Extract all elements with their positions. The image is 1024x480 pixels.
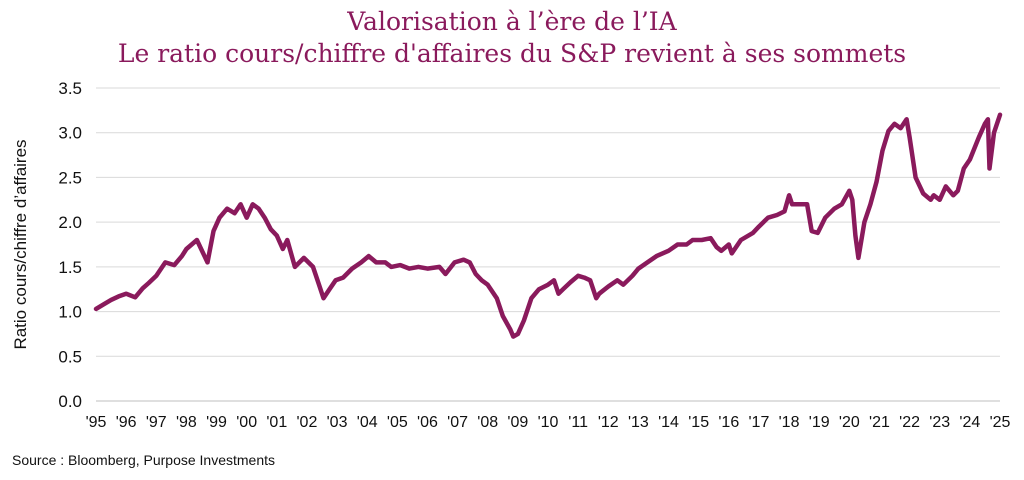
y-tick-label: 2.0 bbox=[58, 213, 82, 232]
chart-subtitle: Le ratio cours/chiffre d'affaires du S&P… bbox=[117, 39, 907, 68]
x-tick-label: '01 bbox=[266, 414, 287, 431]
y-tick-label: 1.5 bbox=[58, 258, 82, 277]
x-tick-label: '11 bbox=[568, 414, 588, 431]
x-tick-label: '18 bbox=[779, 414, 800, 431]
x-tick-label: '09 bbox=[507, 414, 528, 431]
x-tick-label: '04 bbox=[357, 414, 378, 431]
y-tick-label: 3.5 bbox=[58, 79, 82, 98]
x-tick-label: '24 bbox=[959, 414, 980, 431]
chart-title: Valorisation à l’ère de l’IA bbox=[347, 7, 677, 36]
x-tick-label: '96 bbox=[116, 414, 137, 431]
y-tick-label: 0.5 bbox=[58, 347, 82, 366]
x-tick-label: '20 bbox=[839, 414, 860, 431]
y-tick-label: 2.5 bbox=[58, 168, 82, 187]
x-tick-label: '12 bbox=[598, 414, 619, 431]
x-tick-label: '10 bbox=[538, 414, 559, 431]
x-tick-label: '97 bbox=[146, 414, 167, 431]
x-tick-label: '14 bbox=[658, 414, 679, 431]
x-tick-label: '17 bbox=[749, 414, 770, 431]
source-note: Source : Bloomberg, Purpose Investments bbox=[12, 452, 276, 468]
y-tick-label: 0.0 bbox=[58, 392, 82, 411]
gridlines bbox=[96, 87, 1000, 357]
x-tick-label: '02 bbox=[297, 414, 318, 431]
x-tick-label: '19 bbox=[809, 414, 830, 431]
x-tick-label: '06 bbox=[417, 414, 438, 431]
series-lines bbox=[93, 112, 1003, 339]
chart-title-block: Valorisation à l’ère de l’IA Le ratio co… bbox=[0, 6, 1024, 70]
x-tick-label: '13 bbox=[628, 414, 649, 431]
x-tick-label: '23 bbox=[929, 414, 950, 431]
x-tick-label: '95 bbox=[86, 414, 107, 431]
x-tick-label: '98 bbox=[176, 414, 197, 431]
y-tick-label: 1.0 bbox=[58, 303, 82, 322]
x-tick-label: '08 bbox=[477, 414, 498, 431]
x-tick-label: '15 bbox=[688, 414, 709, 431]
series-line bbox=[93, 112, 1003, 339]
x-tick-label: '03 bbox=[327, 414, 348, 431]
y-axis-label: Ratio cours/chiffre d’affaires bbox=[11, 139, 30, 349]
y-tick-label: 3.0 bbox=[58, 124, 82, 143]
x-tick-label: '00 bbox=[236, 414, 257, 431]
x-tick-label: '22 bbox=[899, 414, 920, 431]
x-tick-label: '16 bbox=[718, 414, 739, 431]
x-tick-label: '21 bbox=[869, 414, 890, 431]
x-tick-label: '05 bbox=[387, 414, 408, 431]
x-axis-ticks: '95 '96 '97 '98 '99 '00 '01 '02 '03 '04 '05 '06 '07 '… bbox=[86, 414, 1011, 431]
x-tick-label: '25 bbox=[990, 414, 1011, 431]
x-tick-label: '07 bbox=[447, 414, 468, 431]
y-axis-ticks: 0.0 0.5 1.0 1.5 2.0 2.5 3.0 3.5 bbox=[58, 79, 82, 411]
x-tick-label: '99 bbox=[206, 414, 227, 431]
